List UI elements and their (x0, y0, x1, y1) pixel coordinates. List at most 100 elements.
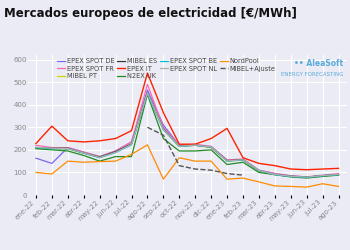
EPEX IT (321, 168, 325, 170)
NordPool (98, 160, 102, 163)
EPEX SPOT NL (113, 151, 118, 154)
EPEX SPOT BE (321, 174, 325, 177)
MIBEL PT (321, 174, 325, 177)
EPEX SPOT BE (130, 143, 134, 146)
EPEX SPOT BE (336, 173, 341, 176)
EPEX SPOT NL (98, 156, 102, 159)
MIBEL+Ajuste (193, 168, 197, 170)
EPEX SPOT DE (34, 157, 38, 160)
Line: EPEX SPOT BE: EPEX SPOT BE (36, 94, 338, 178)
MIBEL+Ajuste (225, 172, 229, 175)
N2EX UK (161, 137, 166, 140)
EPEX SPOT FR (66, 146, 70, 149)
MIBEL PT (66, 147, 70, 150)
EPEX SPOT BE (113, 151, 118, 154)
MIBEL PT (50, 147, 54, 150)
MIBEL PT (241, 158, 245, 162)
EPEX SPOT NL (145, 92, 149, 94)
EPEX SPOT BE (225, 160, 229, 163)
MIBEL+Ajuste (177, 164, 181, 167)
EPEX SPOT BE (273, 173, 277, 176)
EPEX SPOT DE (50, 162, 54, 165)
EPEX SPOT BE (145, 92, 149, 95)
EPEX IT (113, 137, 118, 140)
NordPool (304, 186, 309, 188)
Text: ENERGY FORECASTING: ENERGY FORECASTING (281, 72, 343, 77)
EPEX SPOT DE (82, 150, 86, 154)
NordPool (66, 160, 70, 163)
EPEX IT (177, 143, 181, 146)
MIBEL PT (336, 173, 341, 176)
MIBEL PT (273, 173, 277, 176)
EPEX IT (304, 168, 309, 171)
EPEX SPOT DE (161, 124, 166, 126)
EPEX IT (130, 129, 134, 132)
NordPool (82, 161, 86, 164)
NordPool (209, 160, 213, 163)
N2EX UK (82, 154, 86, 157)
NordPool (321, 182, 325, 185)
EPEX SPOT NL (336, 173, 341, 176)
NordPool (289, 185, 293, 188)
MIBEL+Ajuste (145, 126, 149, 129)
EPEX SPOT FR (321, 174, 325, 177)
EPEX SPOT NL (50, 147, 54, 150)
N2EX UK (336, 174, 341, 177)
NordPool (193, 160, 197, 163)
EPEX SPOT FR (98, 155, 102, 158)
N2EX UK (225, 163, 229, 166)
N2EX UK (321, 175, 325, 178)
Line: N2EX UK: N2EX UK (36, 94, 338, 178)
MIBEL ES (66, 147, 70, 150)
MIBEL ES (145, 92, 149, 94)
Line: EPEX SPOT DE: EPEX SPOT DE (36, 90, 338, 177)
Line: MIBEL ES: MIBEL ES (36, 93, 338, 177)
EPEX SPOT NL (177, 145, 181, 148)
MIBEL PT (193, 144, 197, 147)
EPEX SPOT FR (113, 150, 118, 152)
EPEX SPOT BE (193, 144, 197, 147)
EPEX SPOT FR (161, 126, 166, 129)
EPEX SPOT NL (193, 144, 197, 146)
EPEX SPOT DE (225, 158, 229, 162)
EPEX SPOT FR (289, 174, 293, 177)
N2EX UK (209, 148, 213, 151)
MIBEL+Ajuste (209, 169, 213, 172)
EPEX SPOT DE (241, 158, 245, 162)
MIBEL PT (113, 150, 118, 154)
EPEX SPOT FR (336, 172, 341, 175)
MIBEL ES (209, 146, 213, 149)
EPEX IT (145, 72, 149, 74)
EPEX SPOT BE (257, 169, 261, 172)
EPEX SPOT DE (273, 172, 277, 175)
MIBEL ES (225, 159, 229, 162)
EPEX SPOT NL (34, 146, 38, 149)
EPEX SPOT FR (209, 145, 213, 148)
EPEX SPOT FR (34, 144, 38, 147)
EPEX IT (34, 142, 38, 145)
MIBEL ES (257, 169, 261, 172)
Legend: EPEX SPOT DE, EPEX SPOT FR, MIBEL PT, MIBEL ES, EPEX IT, N2EX UK, EPEX SPOT BE, : EPEX SPOT DE, EPEX SPOT FR, MIBEL PT, MI… (57, 58, 276, 79)
N2EX UK (145, 93, 149, 96)
N2EX UK (289, 176, 293, 178)
EPEX SPOT FR (50, 146, 54, 149)
NordPool (225, 178, 229, 181)
EPEX SPOT FR (177, 144, 181, 147)
EPEX SPOT NL (273, 173, 277, 176)
EPEX SPOT NL (209, 146, 213, 148)
EPEX SPOT DE (289, 174, 293, 177)
Line: NordPool: NordPool (36, 145, 338, 187)
EPEX SPOT FR (82, 150, 86, 154)
N2EX UK (193, 150, 197, 152)
NordPool (145, 143, 149, 146)
EPEX IT (241, 156, 245, 159)
EPEX SPOT NL (161, 128, 166, 131)
N2EX UK (273, 173, 277, 176)
MIBEL ES (50, 147, 54, 150)
MIBEL PT (289, 175, 293, 178)
EPEX SPOT DE (336, 173, 341, 176)
MIBEL PT (304, 176, 309, 179)
EPEX IT (209, 137, 213, 140)
EPEX IT (161, 111, 166, 114)
EPEX SPOT BE (241, 158, 245, 162)
